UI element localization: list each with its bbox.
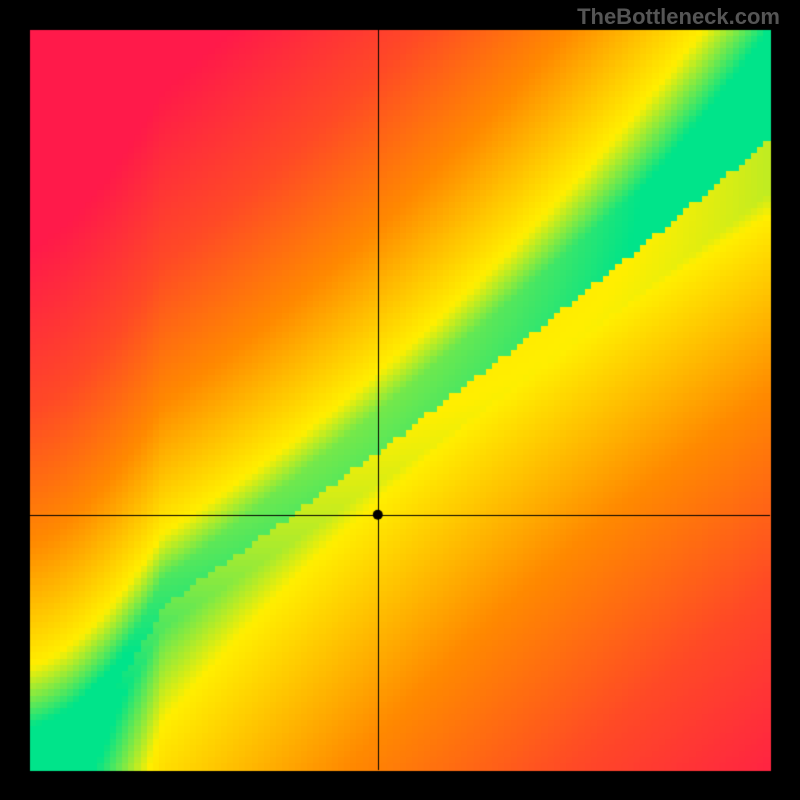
heatmap-canvas [0,0,800,800]
chart-container: TheBottleneck.com [0,0,800,800]
watermark-text: TheBottleneck.com [577,4,780,30]
